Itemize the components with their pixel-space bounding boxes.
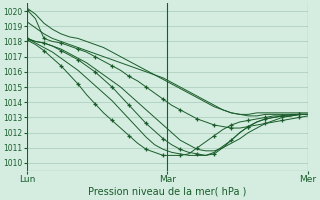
X-axis label: Pression niveau de la mer( hPa ): Pression niveau de la mer( hPa )	[88, 187, 247, 197]
